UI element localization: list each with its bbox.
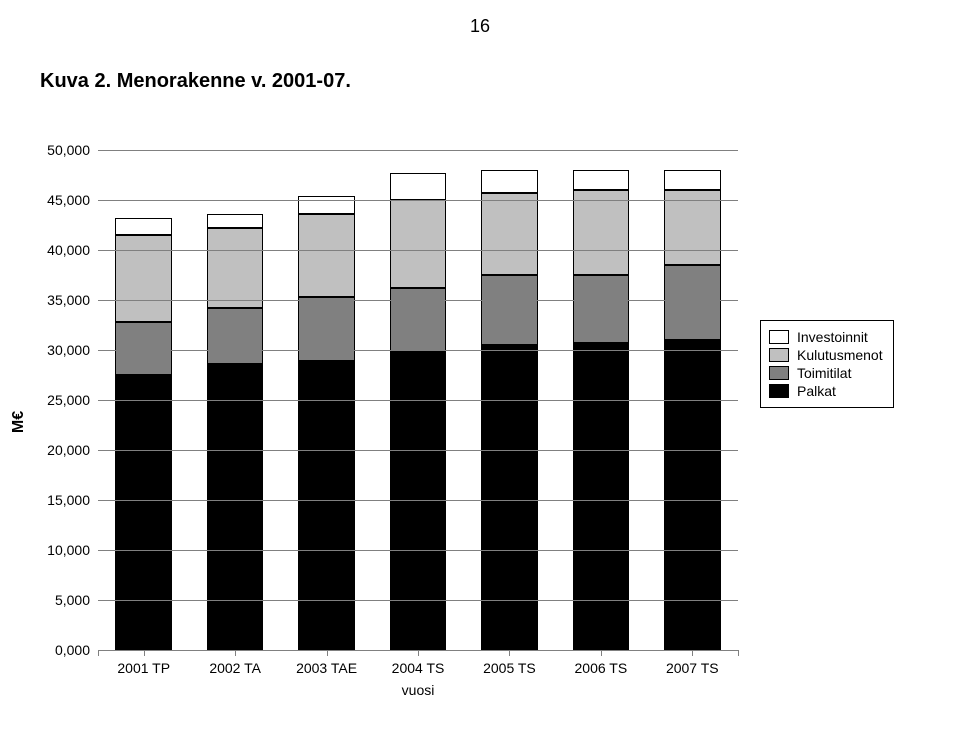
gridline [98, 550, 738, 551]
y-tick-label: 20,000 [47, 442, 98, 458]
legend-swatch [769, 384, 789, 398]
x-tick [692, 650, 693, 656]
x-tick [738, 650, 739, 656]
bar-segment [481, 345, 538, 650]
legend-item: Palkat [769, 383, 883, 399]
y-tick-label: 0,000 [55, 642, 98, 658]
y-tick-label: 35,000 [47, 292, 98, 308]
x-tick [144, 650, 145, 656]
bar-segment [664, 265, 721, 340]
legend-label: Toimitilat [797, 365, 851, 381]
gridline [98, 400, 738, 401]
bar-segment [664, 340, 721, 650]
gridline [98, 250, 738, 251]
bar-segment [207, 308, 264, 364]
x-tick [509, 650, 510, 656]
gridline [98, 500, 738, 501]
chart-title: Kuva 2. Menorakenne v. 2001-07. [40, 70, 351, 93]
legend-swatch [769, 366, 789, 380]
page-root: 16 Kuva 2. Menorakenne v. 2001-07. M€ vu… [0, 0, 960, 733]
gridline [98, 450, 738, 451]
y-tick-label: 5,000 [55, 592, 98, 608]
bar-segment [573, 275, 630, 343]
bar-segment [664, 190, 721, 265]
bar-segment [481, 275, 538, 345]
x-tick [98, 650, 99, 656]
chart-wrap: M€ vuosi 0,0005,00010,00015,00020,00025,… [40, 150, 920, 693]
x-tick [327, 650, 328, 656]
bar-segment [207, 214, 264, 228]
legend-swatch [769, 330, 789, 344]
legend-item: Kulutusmenot [769, 347, 883, 363]
bar-segment [573, 343, 630, 650]
x-axis-title: vuosi [402, 682, 435, 698]
x-tick [601, 650, 602, 656]
legend-item: Investoinnit [769, 329, 883, 345]
bar-segment [390, 352, 447, 650]
y-tick-label: 10,000 [47, 542, 98, 558]
y-tick-label: 50,000 [47, 142, 98, 158]
bar-segment [573, 170, 630, 190]
gridline [98, 150, 738, 151]
x-tick-label: 2004 TS [392, 660, 445, 676]
y-tick-label: 45,000 [47, 192, 98, 208]
bar-segment [298, 361, 355, 650]
bar-segment [390, 288, 447, 352]
x-tick-label: 2002 TA [209, 660, 261, 676]
bar-segment [481, 193, 538, 275]
legend-label: Palkat [797, 383, 836, 399]
bar-segment [115, 322, 172, 375]
gridline [98, 600, 738, 601]
legend: Investoinnit Kulutusmenot Toimitilat Palkat [760, 320, 894, 408]
x-tick-label: 2007 TS [666, 660, 719, 676]
x-tick-label: 2006 TS [575, 660, 628, 676]
bar-segment [298, 297, 355, 361]
bar-segment [390, 173, 447, 200]
gridline [98, 350, 738, 351]
y-tick-label: 40,000 [47, 242, 98, 258]
y-axis-label: M€ [10, 410, 28, 432]
legend-label: Investoinnit [797, 329, 868, 345]
gridline [98, 300, 738, 301]
bar-segment [115, 218, 172, 235]
legend-item: Toimitilat [769, 365, 883, 381]
bar-segment [298, 214, 355, 297]
bar-segment [298, 196, 355, 214]
x-tick-label: 2001 TP [117, 660, 170, 676]
bar-segment [481, 170, 538, 193]
bar-segment [207, 364, 264, 650]
bar-segment [664, 170, 721, 190]
y-tick-label: 25,000 [47, 392, 98, 408]
bar-segment [115, 375, 172, 650]
x-tick [235, 650, 236, 656]
legend-swatch [769, 348, 789, 362]
bar-segment [207, 228, 264, 308]
x-tick-label: 2005 TS [483, 660, 536, 676]
bar-segment [115, 235, 172, 322]
legend-label: Kulutusmenot [797, 347, 883, 363]
bar-segment [573, 190, 630, 275]
y-tick-label: 30,000 [47, 342, 98, 358]
plot-area: vuosi 0,0005,00010,00015,00020,00025,000… [98, 150, 738, 650]
y-tick-label: 15,000 [47, 492, 98, 508]
page-number: 16 [0, 16, 960, 37]
x-tick-label: 2003 TAE [296, 660, 357, 676]
bar-segment [390, 200, 447, 288]
gridline [98, 200, 738, 201]
x-tick [418, 650, 419, 656]
